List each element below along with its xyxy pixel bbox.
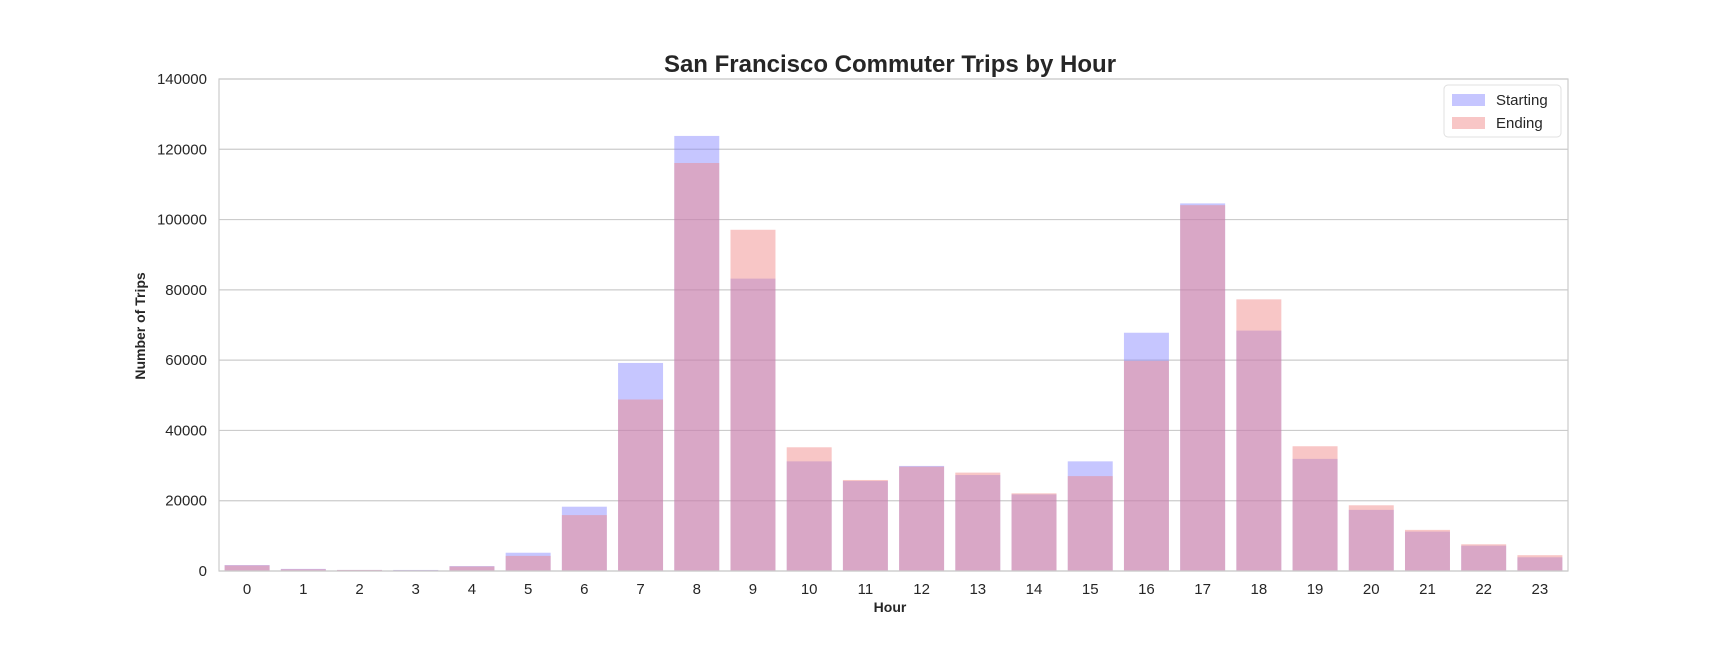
plot-border: [218, 78, 1569, 572]
bar-ending: [899, 466, 945, 571]
x-axis-label: Hour: [874, 599, 907, 615]
bar-ending: [449, 566, 495, 571]
x-tick-label: 6: [580, 581, 588, 598]
bar-ending: [674, 162, 720, 571]
bar-ending: [955, 472, 1001, 571]
bar-ending: [280, 569, 326, 571]
x-tick-label: 7: [636, 581, 644, 598]
legend-label-ending: Ending: [1496, 115, 1543, 132]
bar-ending: [842, 479, 888, 571]
bar-starting: [1123, 332, 1169, 571]
bar-ending: [1404, 529, 1450, 571]
bar-ending: [786, 447, 832, 571]
bar-ending: [618, 399, 664, 571]
bar-starting: [899, 465, 945, 571]
bar-starting: [1404, 531, 1450, 571]
bar-ending: [1123, 360, 1169, 571]
bar-starting: [1180, 203, 1226, 572]
bar-ending: [1461, 544, 1507, 571]
bar-starting: [1348, 509, 1394, 571]
x-tick-label: 15: [1082, 581, 1099, 598]
x-tick-label: 13: [969, 581, 986, 598]
bar-starting: [505, 552, 551, 571]
bar-starting: [449, 566, 495, 571]
plot-frame: [218, 78, 1569, 572]
y-tick-labels: 0 20000 40000 60000 80000 100000 120000 140000: [157, 71, 207, 580]
legend-swatch-starting: [1452, 94, 1485, 106]
bar-starting: [1011, 494, 1057, 571]
bar-starting: [1292, 458, 1338, 571]
bar-ending: [1067, 476, 1113, 571]
x-tick-label: 1: [299, 581, 307, 598]
bar-starting: [1461, 545, 1507, 571]
bar-ending: [224, 565, 270, 571]
x-tick-label: 23: [1532, 581, 1549, 598]
y-axis-label: Number of Trips: [132, 272, 148, 380]
bar-starting: [224, 565, 270, 571]
bar-ending: [730, 229, 776, 571]
x-tick-label: 16: [1138, 581, 1155, 598]
x-tick-label: 2: [355, 581, 363, 598]
bar-starting: [1517, 557, 1563, 571]
bar-starting: [730, 278, 776, 571]
bar-ending: [505, 555, 551, 571]
x-tick-label: 11: [858, 581, 874, 598]
bar-starting: [1067, 461, 1113, 571]
bar-starting: [561, 506, 607, 571]
bar-ending: [1011, 493, 1057, 571]
bar-ending: [1348, 505, 1394, 571]
x-tick-label: 14: [1026, 581, 1043, 598]
x-tick-label: 8: [693, 581, 701, 598]
legend-box: [1443, 84, 1562, 138]
y-tick-label: 140000: [157, 71, 207, 88]
y-tick-label: 100000: [157, 212, 207, 229]
x-tick-label: 12: [913, 581, 930, 598]
x-tick-label: 18: [1251, 581, 1268, 598]
gridlines: [219, 78, 1568, 572]
x-tick-label: 3: [412, 581, 420, 598]
bar-starting: [842, 481, 888, 571]
bar-starting: [955, 475, 1001, 571]
bar-starting: [674, 135, 720, 571]
bar-ending: [1517, 555, 1563, 571]
bar-ending: [1236, 299, 1282, 571]
x-tick-label: 0: [243, 581, 251, 598]
y-tick-label: 80000: [165, 282, 207, 299]
legend-swatch-ending: [1452, 117, 1485, 129]
bar-ending: [1292, 446, 1338, 571]
bar-starting: [786, 461, 832, 571]
y-tick-label: 60000: [165, 352, 207, 369]
chart-title: San Francisco Commuter Trips by Hour: [664, 51, 1116, 78]
x-tick-label: 17: [1194, 581, 1211, 598]
legend: Starting Ending: [1443, 84, 1562, 138]
bar-ending: [1180, 205, 1226, 572]
x-tick-label: 19: [1307, 581, 1324, 598]
x-tick-label: 9: [749, 581, 757, 598]
x-tick-label: 4: [468, 581, 476, 598]
y-tick-label: 20000: [165, 493, 207, 510]
bar-starting: [1236, 330, 1282, 571]
x-tick-label: 10: [801, 581, 818, 598]
x-tick-label: 22: [1475, 581, 1492, 598]
legend-label-starting: Starting: [1496, 92, 1548, 109]
bars: [224, 135, 1563, 572]
bar-ending: [561, 515, 607, 571]
bar-starting: [280, 568, 326, 571]
y-tick-label: 40000: [165, 422, 207, 439]
x-tick-label: 20: [1363, 581, 1380, 598]
x-tick-label: 21: [1419, 581, 1436, 598]
x-tick-label: 5: [524, 581, 532, 598]
x-tick-labels: 0 1 2 3 4 5 6 7 8 9 10 11 12 13 14 15 16 17 18 19 20 21 22 23: [243, 581, 1548, 598]
y-tick-label: 0: [199, 563, 207, 580]
y-tick-label: 120000: [157, 141, 207, 158]
bar-starting: [618, 362, 664, 571]
